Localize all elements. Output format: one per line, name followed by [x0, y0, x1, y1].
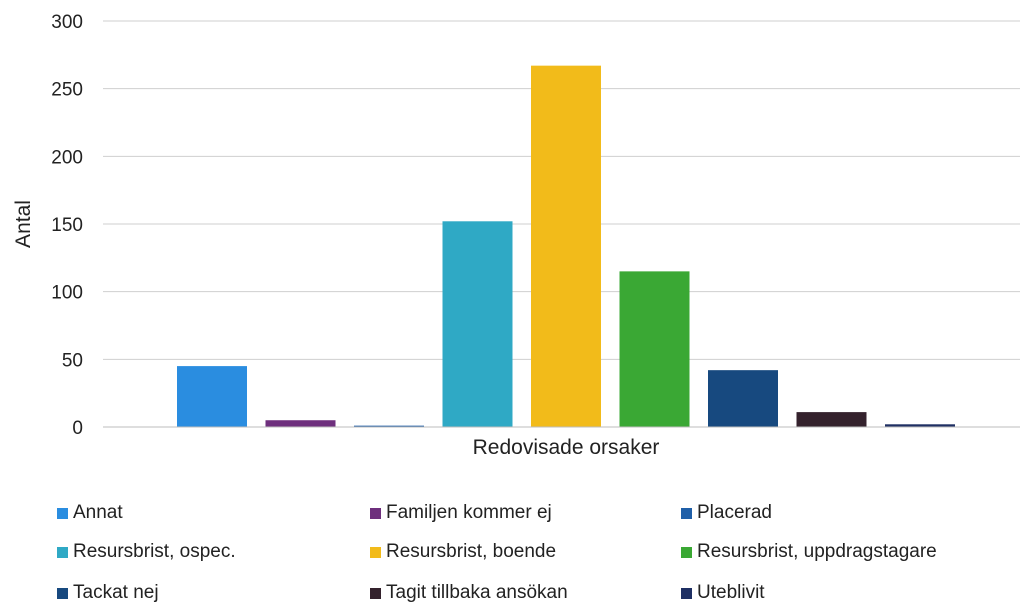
y-axis-label: Antal — [12, 200, 35, 248]
bar-resursbrist-uppdragstagare — [619, 271, 690, 427]
y-tick-label: 150 — [51, 215, 83, 236]
bar-uteblivit — [885, 424, 955, 427]
y-tick-label: 0 — [72, 418, 83, 439]
bar-resursbrist-boende — [531, 65, 601, 427]
bar-placerad — [354, 425, 424, 428]
y-tick-label: 50 — [62, 350, 83, 371]
bar-annat — [177, 366, 247, 427]
bar-familjen-kommer-ej — [265, 420, 336, 427]
bars — [177, 65, 955, 428]
y-tick-label: 250 — [51, 80, 83, 101]
bar-tackat-nej — [708, 370, 778, 427]
bar-resursbrist-ospec — [442, 221, 513, 427]
bar-tagit-tillbaka-ansökan — [796, 412, 867, 427]
x-axis-label: Redovisade orsaker — [473, 436, 660, 459]
y-tick-label: 200 — [51, 147, 83, 168]
y-tick-label: 100 — [51, 283, 83, 304]
y-axis-ticks: 0 50 100 150 200 250 300 — [51, 12, 83, 439]
y-tick-label: 300 — [51, 12, 83, 33]
